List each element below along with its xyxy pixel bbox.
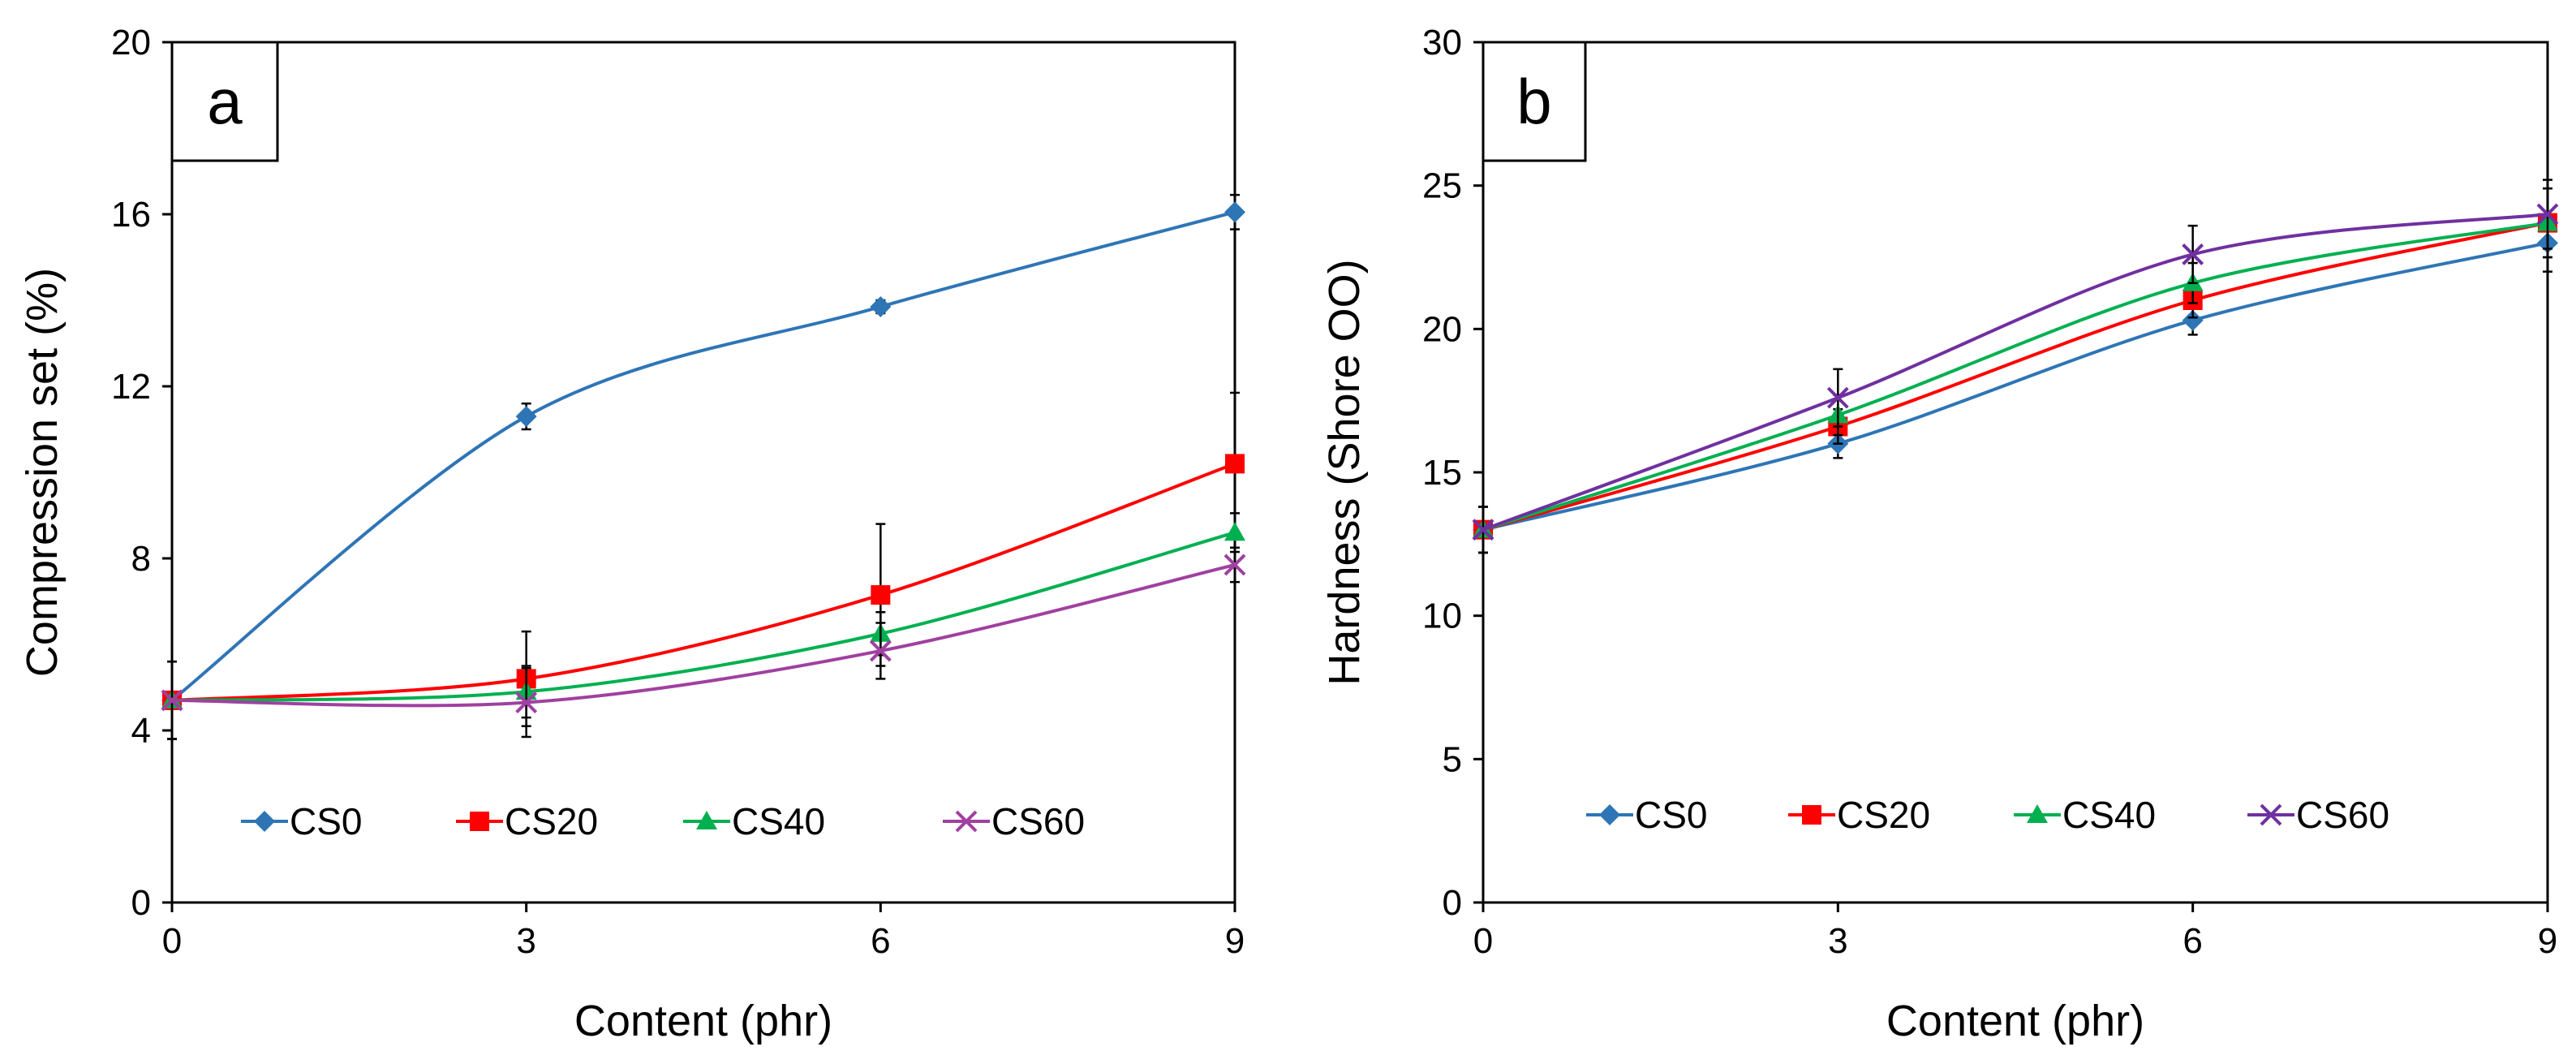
legend-item-cs20: CS20 <box>456 800 598 842</box>
series-cs60 <box>161 546 1246 740</box>
y-tick-label: 0 <box>1443 883 1462 923</box>
panel-letter: b <box>1516 66 1551 137</box>
legend-label: CS20 <box>505 800 598 842</box>
series-line <box>1482 221 2548 532</box>
x-axis-title: Content (phr) <box>574 997 832 1045</box>
data-point-marker <box>515 691 538 713</box>
data-point-marker <box>1225 454 1245 474</box>
y-axis-title: Hardness (Shore OO) <box>1320 259 1369 685</box>
chart-panel-b: 0 5 10 15 20 25 30 0 3 6 9 Content (phr) Hardness (S… <box>1320 23 2559 1045</box>
legend-item-cs0: CS0 <box>1586 794 1707 836</box>
x-tick-label: 3 <box>516 921 535 961</box>
series-line <box>171 563 1236 708</box>
legend-marker <box>2260 803 2282 826</box>
plot-frame <box>170 41 1236 904</box>
series-line <box>171 462 1236 702</box>
x-tick-label: 0 <box>162 921 182 961</box>
y-tick-label: 30 <box>1422 23 1462 62</box>
data-point-marker <box>2182 243 2204 265</box>
y-tick-label: 15 <box>1422 453 1462 493</box>
legend-marker <box>696 811 717 829</box>
series-line <box>1482 213 2548 532</box>
data-point-marker <box>1224 201 1245 223</box>
legend-label: CS20 <box>1837 794 1930 836</box>
data-point-marker <box>869 640 892 662</box>
series-cs40 <box>1473 187 2558 554</box>
x-tick-label: 6 <box>2183 921 2202 961</box>
y-tick-label: 16 <box>111 195 151 235</box>
panel-letter: a <box>207 66 243 137</box>
legend-marker <box>1802 805 1821 825</box>
data-point-marker <box>515 406 537 428</box>
y-tick-label: 20 <box>1422 309 1462 349</box>
data-point-marker <box>1826 386 1849 409</box>
data-point-marker <box>161 689 183 712</box>
data-point-marker <box>2182 309 2204 331</box>
data-point-marker <box>1223 554 1246 576</box>
x-tick-label: 9 <box>2538 921 2557 961</box>
series-cs0 <box>161 193 1245 740</box>
panel-letter-box <box>1482 41 1587 162</box>
chart-panel-a: 0 4 8 12 16 20 0 3 6 9 Content (phr) Compression se… <box>18 23 1246 1045</box>
y-tick-label: 12 <box>111 367 151 407</box>
series-cs0 <box>1473 213 2558 554</box>
series-line <box>1482 221 2548 532</box>
y-tick-label: 8 <box>131 539 151 579</box>
y-tick-label: 5 <box>1443 739 1462 779</box>
data-point-marker <box>2536 203 2559 226</box>
legend-item-cs60: CS60 <box>2247 794 2389 836</box>
legend-label: CS40 <box>2062 794 2156 836</box>
y-tick-label: 25 <box>1422 166 1462 206</box>
legend-label: CS0 <box>1635 794 1707 836</box>
legend-item-cs0: CS0 <box>241 800 362 842</box>
legend-item-cs40: CS40 <box>2014 794 2156 836</box>
series-line <box>170 210 1236 702</box>
legend-marker <box>254 811 275 832</box>
y-tick-label: 0 <box>131 883 151 923</box>
legend-marker <box>955 810 978 833</box>
series-line <box>1482 241 2548 532</box>
x-axis-title: Content (phr) <box>1886 997 2144 1045</box>
x-tick-label: 0 <box>1473 921 1493 961</box>
data-point-marker <box>870 295 892 317</box>
x-tick-label: 9 <box>1225 921 1245 961</box>
data-point-marker <box>1472 519 1494 541</box>
legend-label: CS40 <box>732 800 825 842</box>
y-tick-label: 10 <box>1422 597 1462 636</box>
legend-marker <box>1599 804 1620 825</box>
legend-marker <box>2027 804 2048 823</box>
x-tick-label: 3 <box>1828 921 1847 961</box>
panel-letter-box <box>170 41 279 162</box>
y-tick-label: 20 <box>111 23 151 62</box>
legend-label: CS60 <box>2296 794 2389 836</box>
series-cs60 <box>1472 179 2559 554</box>
y-axis-title: Compression set (%) <box>18 268 67 677</box>
legend-item-cs40: CS40 <box>683 800 825 842</box>
data-point-marker <box>871 585 891 605</box>
legend-marker <box>470 812 489 831</box>
legend-label: CS60 <box>991 800 1085 842</box>
legend-label: CS0 <box>290 800 362 842</box>
x-tick-label: 6 <box>871 921 890 961</box>
series-line <box>171 531 1236 702</box>
y-tick-label: 4 <box>131 711 151 751</box>
legend-item-cs20: CS20 <box>1788 794 1930 836</box>
legend-item-cs60: CS60 <box>943 800 1085 842</box>
data-point-marker <box>1224 522 1245 541</box>
